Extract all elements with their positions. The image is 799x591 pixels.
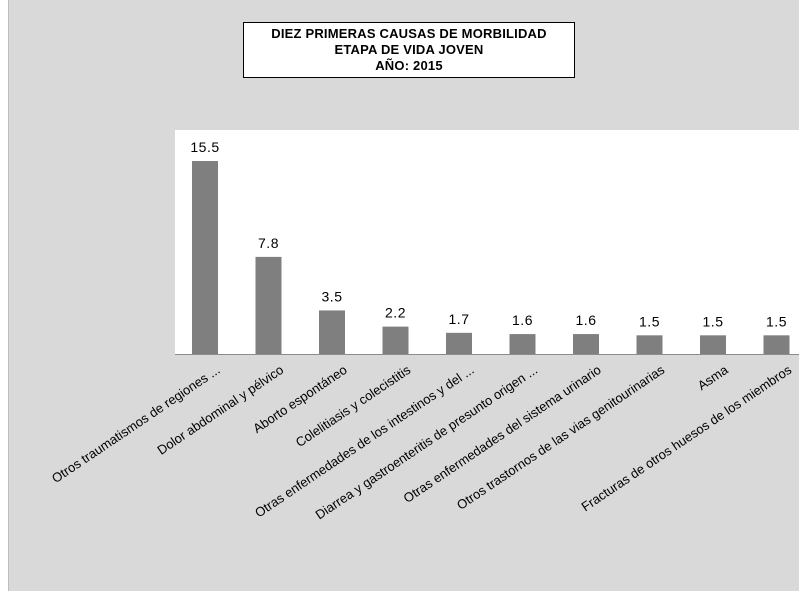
data-label-6: 1.6: [512, 312, 533, 328]
chart-title: DIEZ PRIMERAS CAUSAS DE MORBILIDAD ETAPA…: [243, 22, 575, 78]
bar-5: [446, 332, 472, 354]
category-label-6: Diarrea y gastroenteritis de presunto or…: [313, 362, 541, 522]
category-label-10: Fracturas de otros huesos de los miembro…: [579, 362, 795, 515]
chart-title-line-1: DIEZ PRIMERAS CAUSAS DE MORBILIDAD: [271, 26, 547, 41]
bar-9: [700, 335, 726, 354]
data-label-2: 7.8: [258, 235, 279, 251]
data-label-3: 3.5: [322, 288, 343, 304]
data-label-9: 1.5: [703, 313, 724, 329]
data-label-1: 15.5: [190, 139, 219, 155]
bars-group: [192, 161, 790, 354]
bar-4: [382, 326, 409, 354]
bar-8: [636, 335, 663, 354]
data-label-10: 1.5: [766, 313, 787, 329]
category-label-5: Otras enfermedades de los intestinos y d…: [252, 362, 477, 520]
data-label-4: 2.2: [385, 305, 406, 321]
bar-6: [509, 334, 536, 354]
category-label-9: Asma: [695, 362, 732, 393]
bar-10: [763, 335, 790, 354]
bar-7: [573, 334, 599, 354]
category-labels-group: Otros traumatismos de regiones ...Dolor …: [49, 362, 795, 523]
bar-3: [319, 310, 345, 354]
bar-2: [255, 256, 282, 354]
category-label-2: Dolor abdominal y pélvico: [154, 362, 286, 458]
data-labels-group: 15.5 7.8 3.5 2.2 1.7 1.6 1.6 1.5 1.5 1.5: [190, 139, 787, 329]
category-label-4: Colelitiasis y colecistitis: [293, 362, 414, 450]
chart-title-line-2: ETAPA DE VIDA JOVEN: [334, 42, 484, 57]
data-label-7: 1.6: [576, 312, 597, 328]
data-label-8: 1.5: [639, 313, 660, 329]
data-label-5: 1.7: [449, 311, 470, 327]
chart-title-line-3: AÑO: 2015: [375, 58, 443, 73]
bar-1: [192, 161, 218, 354]
